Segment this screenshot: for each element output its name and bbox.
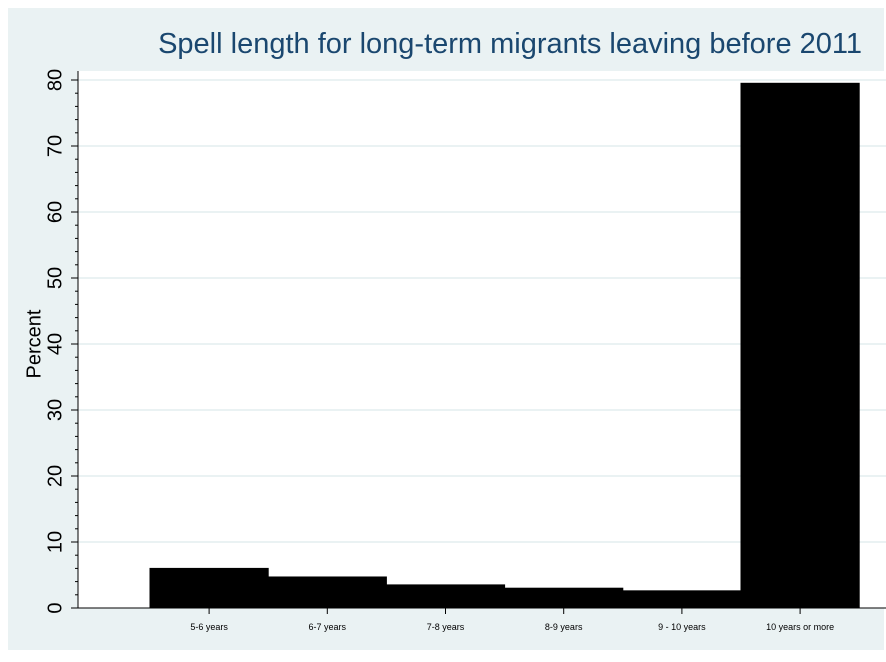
y-tick-label: 80 bbox=[44, 69, 66, 91]
x-tick-label: 10 years or more bbox=[766, 622, 834, 632]
chart-title: Spell length for long-term migrants leav… bbox=[158, 28, 862, 60]
bar-chart: 0 10 20 30 40 50 60 70 80 5-6 years 6-7 years 7-8 y… bbox=[44, 69, 886, 632]
bar-2 bbox=[267, 576, 387, 609]
y-tick-label: 10 bbox=[44, 531, 66, 553]
x-tick-label: 6-7 years bbox=[309, 622, 347, 632]
x-tick-label: 9 - 10 years bbox=[658, 622, 706, 632]
y-tick-label: 20 bbox=[44, 465, 66, 487]
bar-1 bbox=[149, 567, 269, 609]
bar-4 bbox=[504, 587, 624, 609]
y-tick-label: 30 bbox=[44, 399, 66, 421]
chart-figure: Spell length for long-term migrants leav… bbox=[8, 8, 886, 650]
y-tick-label: 0 bbox=[44, 602, 66, 613]
y-tick-label: 40 bbox=[44, 333, 66, 355]
bar-5 bbox=[622, 590, 742, 609]
bar-6 bbox=[740, 82, 860, 609]
y-tick-label: 50 bbox=[44, 267, 66, 289]
x-tick-label: 7-8 years bbox=[427, 622, 465, 632]
y-tick-label: 60 bbox=[44, 201, 66, 223]
bar-3 bbox=[385, 584, 506, 609]
y-tick-label: 70 bbox=[44, 135, 66, 157]
x-tick-label: 5-6 years bbox=[190, 622, 228, 632]
x-tick-label: 8-9 years bbox=[545, 622, 583, 632]
